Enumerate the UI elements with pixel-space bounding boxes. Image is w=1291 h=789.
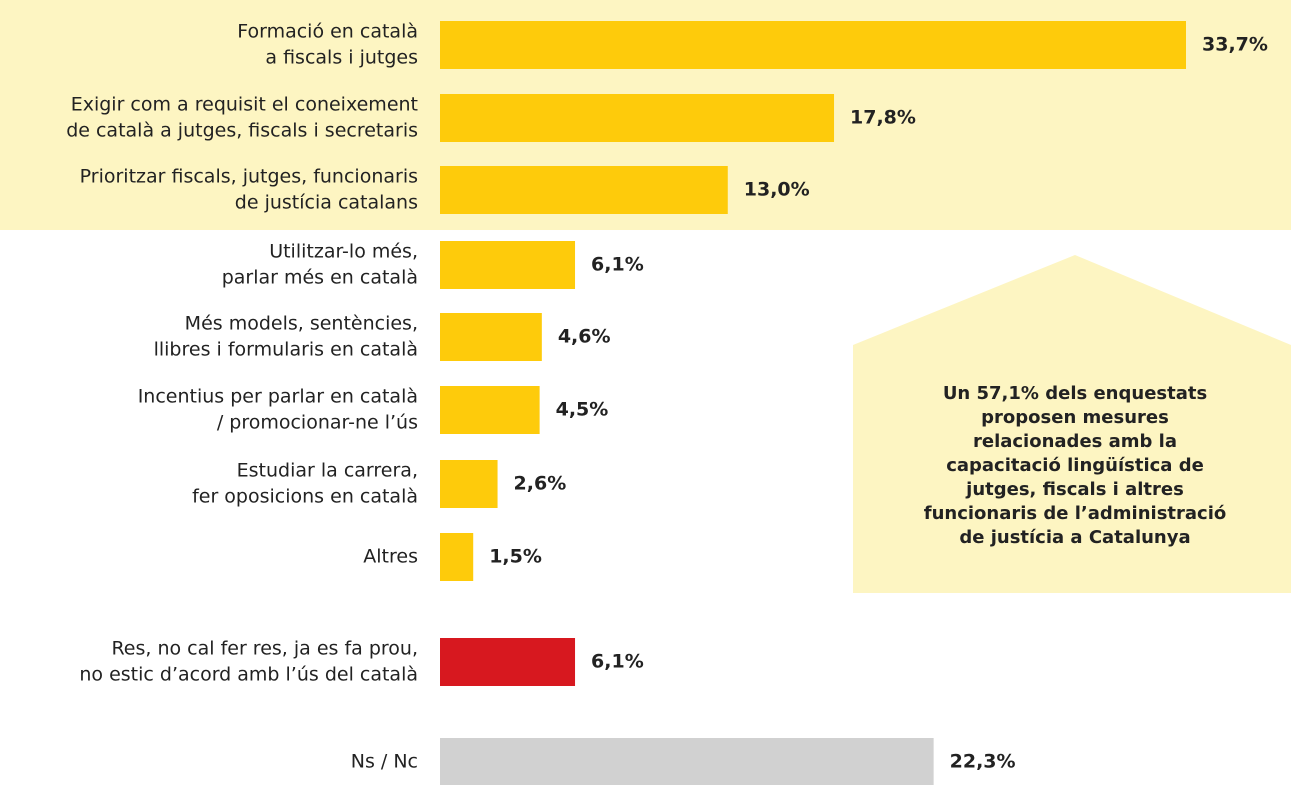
annotation: capacitació lingüística de bbox=[946, 455, 1204, 476]
bar bbox=[440, 241, 576, 289]
category-label: de català a jutges, fiscals i secretaris bbox=[66, 120, 418, 142]
callout-box bbox=[853, 255, 1291, 593]
bar bbox=[440, 638, 576, 686]
bar bbox=[440, 94, 835, 142]
bar bbox=[440, 738, 934, 786]
value-label: 4,5% bbox=[556, 399, 609, 421]
category-label: Utilitzar-lo més, bbox=[269, 241, 418, 263]
value-label: 22,3% bbox=[950, 751, 1016, 773]
bar bbox=[440, 533, 474, 581]
annotation: Un 57,1% dels enquestats bbox=[943, 383, 1207, 404]
value-label: 6,1% bbox=[591, 254, 644, 276]
value-label: 2,6% bbox=[514, 473, 567, 495]
category-label: Ns / Nc bbox=[351, 751, 418, 773]
category-label: Estudiar la carrera, bbox=[237, 460, 418, 482]
category-label: Altres bbox=[363, 546, 418, 568]
value-label: 13,0% bbox=[744, 179, 810, 201]
bar bbox=[440, 313, 542, 361]
category-label: fer oposicions en català bbox=[192, 486, 418, 508]
value-label: 1,5% bbox=[489, 546, 542, 568]
value-label: 6,1% bbox=[591, 651, 644, 673]
annotation: proposen mesures bbox=[981, 407, 1169, 428]
value-label: 17,8% bbox=[850, 107, 916, 129]
annotation: de justícia a Catalunya bbox=[959, 527, 1190, 548]
annotation: jutges, fiscals i altres bbox=[965, 479, 1184, 500]
category-label: / promocionar-ne l’ús bbox=[217, 412, 418, 434]
bar bbox=[440, 386, 540, 434]
bar bbox=[440, 21, 1186, 69]
category-label: Exigir com a requisit el coneixement bbox=[71, 94, 418, 116]
value-label: 33,7% bbox=[1202, 34, 1268, 56]
category-label: Incentius per parlar en català bbox=[138, 386, 418, 408]
category-label: Prioritzar fiscals, jutges, funcionaris bbox=[80, 166, 418, 188]
category-label: de justícia catalans bbox=[235, 192, 418, 214]
category-label: llibres i formularis en català bbox=[154, 339, 418, 361]
annotation: relacionades amb la bbox=[973, 431, 1177, 452]
annotation: funcionaris de l’administració bbox=[924, 503, 1227, 524]
category-label: no estic d’acord amb l’ús del català bbox=[79, 664, 418, 686]
category-label: parlar més en català bbox=[222, 267, 418, 289]
category-label: a fiscals i jutges bbox=[265, 47, 418, 69]
value-label: 4,6% bbox=[558, 326, 611, 348]
bar bbox=[440, 460, 498, 508]
bar bbox=[440, 166, 728, 214]
category-label: Més models, sentències, bbox=[185, 313, 418, 335]
category-label: Res, no cal fer res, ja es fa prou, bbox=[111, 638, 418, 660]
category-label: Formació en català bbox=[237, 21, 418, 43]
